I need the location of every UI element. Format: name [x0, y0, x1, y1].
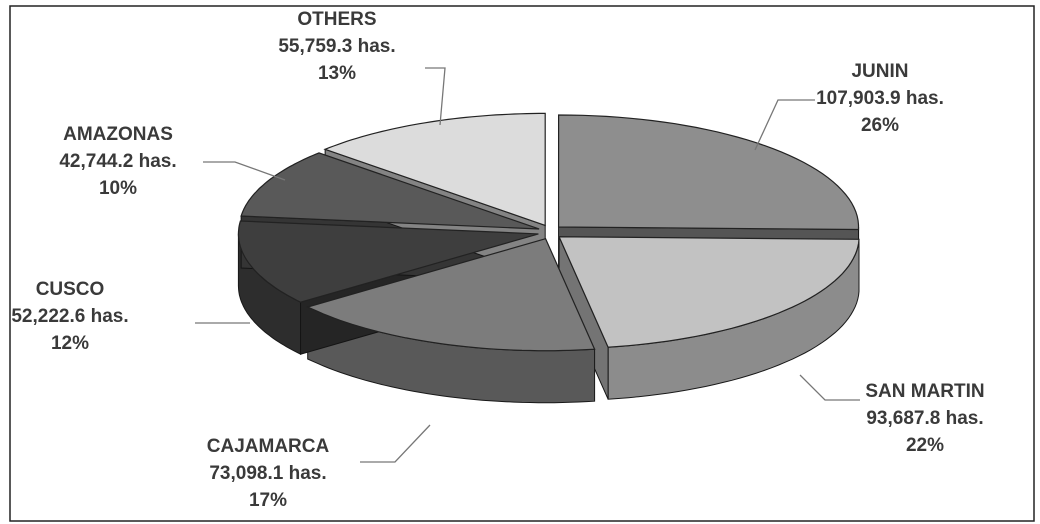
slice-label: AMAZONAS: [63, 124, 173, 145]
slice-value-label: 42,744.2 has.: [59, 151, 176, 172]
slice-label: OTHERS: [297, 9, 376, 30]
slice-percent-label: 13%: [318, 63, 356, 84]
leader-line: [203, 161, 286, 181]
slice-percent-label: 10%: [99, 178, 137, 199]
slice-percent-label: 12%: [51, 333, 89, 354]
pie-slice: [237, 220, 539, 303]
leader-line: [799, 374, 860, 401]
pie-slice: [305, 237, 596, 352]
slice-value-label: 93,687.8 has.: [866, 408, 983, 429]
slice-label: CUSCO: [36, 279, 105, 300]
slice-label: CAJAMARCA: [207, 436, 330, 457]
slice-percent-label: 17%: [249, 490, 287, 511]
slice-label: SAN MARTIN: [865, 381, 984, 402]
slice-percent-label: 22%: [906, 435, 944, 456]
slice-value-label: 52,222.6 has.: [11, 306, 128, 327]
pie-slice: [240, 152, 540, 230]
pie-slice: [558, 236, 860, 348]
leader-line: [360, 424, 431, 463]
slice-value-label: 73,098.1 has.: [209, 463, 326, 484]
leader-line: [425, 67, 446, 126]
slice-label: JUNIN: [851, 61, 908, 82]
slice-percent-label: 26%: [861, 115, 899, 136]
leader-line: [754, 99, 815, 151]
pie-slice: [323, 112, 546, 227]
slice-value-label: 107,903.9 has.: [816, 88, 944, 109]
pie-slice: [557, 114, 860, 231]
slice-value-label: 55,759.3 has.: [278, 36, 395, 57]
